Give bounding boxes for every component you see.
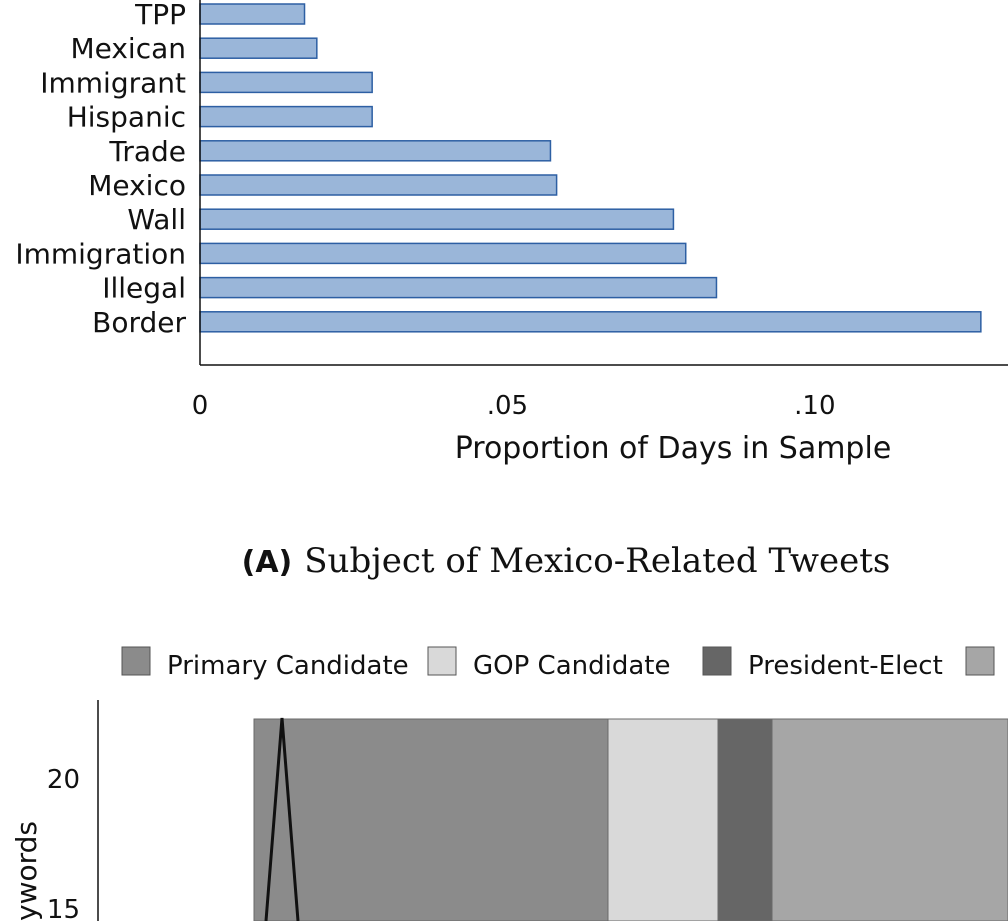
category-label: Border: [92, 306, 186, 339]
y-tick-label: 15: [47, 895, 80, 921]
bar-wall: [199, 208, 675, 230]
category-label: Trade: [108, 135, 186, 168]
bar-trade: [199, 140, 552, 162]
bar-hispanic: [199, 105, 373, 128]
x-tick-labels: 0 .05 .10: [192, 391, 836, 421]
legend: Primary Candidate GOP Candidate President-…: [121, 646, 995, 681]
x-axis-label: Proportion of Days in Sample: [455, 431, 892, 466]
caption-text: Subject of Mexico-Related Tweets: [304, 541, 890, 581]
legend-label: Primary Candidate: [167, 651, 409, 681]
legend-swatch: [702, 646, 732, 676]
caption: (A) Subject of Mexico-Related Tweets: [242, 541, 891, 581]
bar-illegal: [199, 276, 718, 299]
y-axis-label: ywords: [10, 821, 43, 921]
category-label: Illegal: [102, 272, 186, 305]
category-label: Wall: [127, 203, 186, 236]
x-tick-label: .05: [487, 391, 528, 421]
legend-label: President-Elect: [748, 651, 943, 681]
period-band: [771, 718, 1008, 921]
bar-chart-panel: TPPMexicanImmigrantHispanicTradeMexicoWa…: [15, 0, 1008, 581]
bar-mexican: [199, 37, 318, 59]
bar-immigration: [199, 242, 687, 265]
x-tick-label: 0: [192, 391, 209, 421]
bar-tpp: [199, 3, 306, 25]
bar-immigrant: [199, 71, 373, 94]
y-tick-label: 20: [47, 765, 80, 795]
bar-border: [199, 311, 982, 333]
bars: [199, 3, 982, 333]
category-label: TPP: [134, 0, 186, 31]
period-band: [717, 718, 773, 921]
legend-swatch: [121, 646, 151, 676]
category-label: Mexican: [70, 32, 186, 65]
series-line: [264, 717, 300, 921]
caption-tag: (A): [242, 545, 293, 580]
bar-mexico: [199, 174, 558, 196]
category-label: Mexico: [88, 169, 186, 202]
category-label: Immigration: [15, 237, 186, 270]
x-tick-label: .10: [794, 391, 835, 421]
legend-swatch: [965, 646, 995, 676]
legend-label: GOP Candidate: [473, 651, 670, 681]
area-chart-panel: Primary Candidate GOP Candidate President-…: [10, 646, 1008, 921]
category-label: Immigrant: [40, 66, 186, 99]
legend-swatch: [427, 646, 457, 676]
period-band: [253, 718, 609, 921]
period-bands: [253, 718, 1008, 921]
category-labels: TPPMexicanImmigrantHispanicTradeMexicoWa…: [15, 0, 186, 339]
period-band: [607, 718, 719, 921]
category-label: Hispanic: [67, 101, 186, 134]
